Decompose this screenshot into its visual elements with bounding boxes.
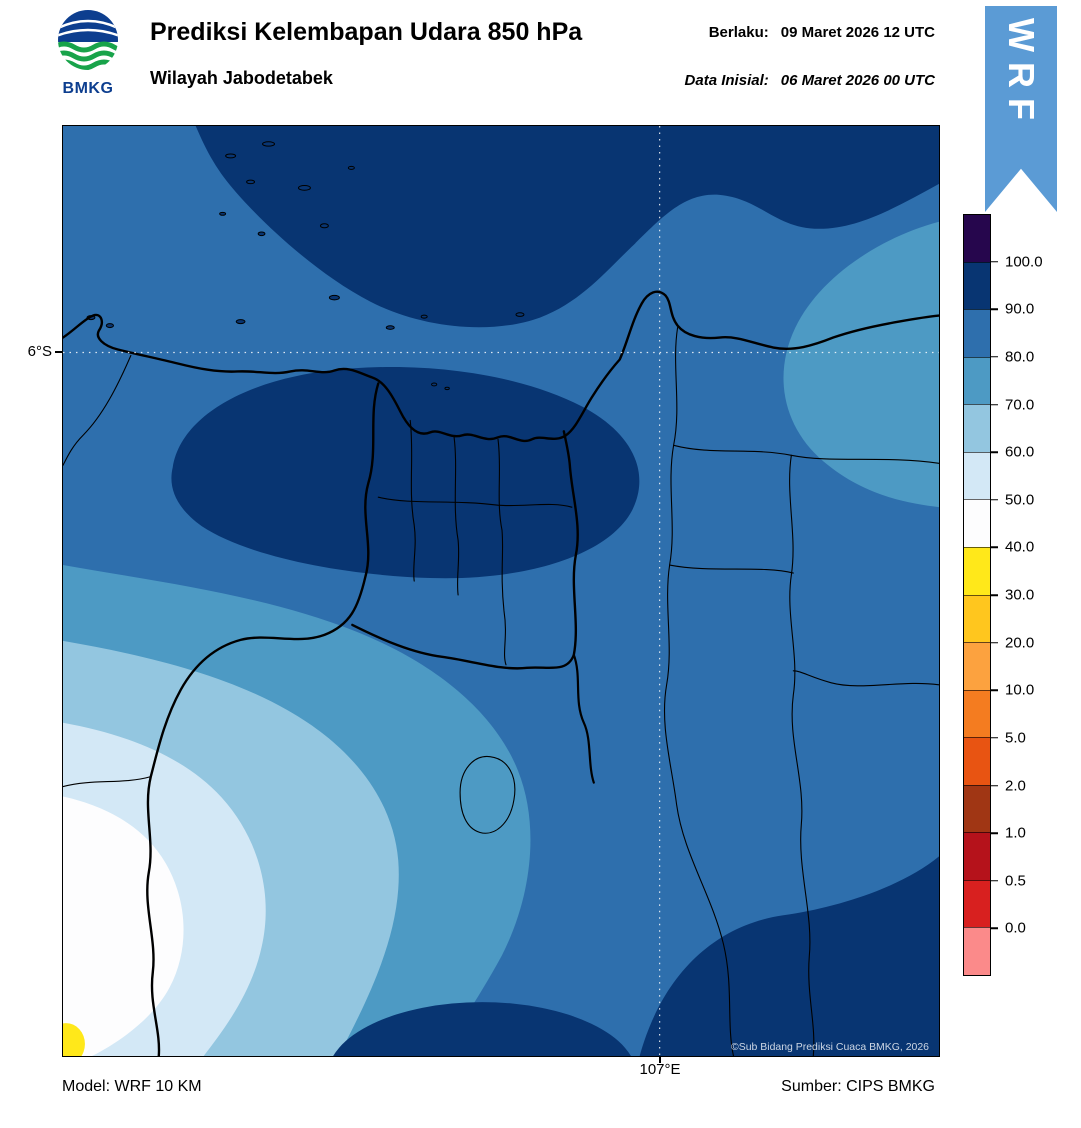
valid-time-value: 09 Maret 2026 12 UTC [780, 24, 935, 41]
initial-time-label: Data Inisial: [684, 72, 769, 89]
admin-boundary-thick [146, 382, 595, 1056]
model-label: Model: WRF 10 KM [62, 1078, 202, 1095]
colorbar-tick-mark [991, 784, 998, 787]
colorbar-tick-mark [991, 356, 998, 358]
colorbar-tick-mark [991, 641, 998, 644]
colorbar-segment [964, 261, 990, 310]
colorbar-tick-mark [991, 880, 998, 882]
colorbar-tick-label: 10.0 [1005, 681, 1035, 699]
colorbar-segment [964, 451, 990, 500]
lat-axis-label: 6°S [27, 343, 52, 360]
contour-region-90-100-southeast [639, 856, 939, 1056]
islands [86, 141, 525, 391]
humidity-map: ©Sub Bidang Prediksi Cuaca BMKG, 2026 [62, 125, 940, 1057]
valid-time-label: Berlaku: [708, 24, 769, 41]
colorbar-tick-mark [991, 594, 998, 596]
colorbar-tick-mark [991, 927, 998, 930]
bmkg-logo-graphic [58, 10, 118, 70]
colorbar-tick-label: 0.5 [1005, 872, 1026, 890]
wrf-ribbon: WRF [985, 6, 1057, 212]
colorbar-tick-label: 80.0 [1005, 348, 1035, 366]
colorbar-tick-mark [991, 546, 998, 549]
colorbar-tick-label: 70.0 [1005, 396, 1035, 413]
lon-axis-label: 107°E [639, 1061, 681, 1078]
colorbar-segment [964, 879, 990, 928]
colorbar-tick-label: 60.0 [1005, 443, 1035, 461]
colorbar-segment [964, 404, 990, 452]
colorbar-ticks: 100.0 90.0 80.0 70.0 60.0 50.0 40.0 30.0 20.0 10.… [991, 214, 1081, 976]
colorbar-tick-mark [991, 499, 998, 501]
colorbar-tick-label: 100.0 [1005, 253, 1043, 271]
colorbar-segment [964, 689, 990, 738]
colorbar-segment [964, 356, 990, 405]
colorbar [963, 214, 991, 976]
colorbar-tick-mark [991, 689, 998, 691]
colorbar-tick-mark [991, 451, 998, 453]
colorbar-tick-label: 0.0 [1005, 919, 1026, 937]
bmkg-logo [52, 6, 124, 78]
contour-region-30-40-spot [63, 1023, 85, 1056]
page-subtitle: Wilayah Jabodetabek [150, 68, 333, 88]
source-label: Sumber: CIPS BMKG [781, 1078, 935, 1095]
colorbar-segment [964, 737, 990, 785]
colorbar-segment [964, 546, 990, 595]
lon-tick-mark [659, 1056, 661, 1063]
colorbar-tick-label: 30.0 [1005, 586, 1035, 604]
colorbar-segment [964, 309, 990, 357]
colorbar-tick-label: 5.0 [1005, 729, 1026, 747]
humidity-map-canvas: ©Sub Bidang Prediksi Cuaca BMKG, 2026 [63, 126, 939, 1056]
colorbar-tick-label: 40.0 [1005, 538, 1035, 556]
contour-region-70-80-east [783, 221, 939, 508]
initial-time-value: 06 Maret 2026 00 UTC [780, 72, 935, 89]
valid-time: Berlaku: 09 Maret 2026 12 UTC [709, 24, 935, 41]
colorbar-segment [964, 594, 990, 643]
colorbar-tick-mark [991, 403, 998, 406]
lat-tick-mark [55, 351, 62, 353]
colorbar-tick-mark [991, 737, 998, 739]
colorbar-segment [964, 927, 990, 975]
colorbar-segment [964, 499, 990, 547]
colorbar-segment [964, 642, 990, 690]
contour-region-90-100-jakarta [171, 366, 640, 579]
colorbar-tick-label: 2.0 [1005, 777, 1026, 794]
contour-region-90-100-south [333, 1002, 631, 1056]
colorbar-tick-mark [991, 260, 998, 263]
coastline [63, 290, 939, 443]
colorbar-segment [964, 784, 990, 833]
colorbar-tick-mark [991, 832, 998, 834]
bmkg-logo-label: BMKG [62, 80, 114, 97]
initial-time: Data Inisial: 06 Maret 2026 00 UTC [685, 72, 935, 89]
contour-region-90-100-north [195, 126, 939, 328]
admin-boundary-thin [63, 327, 939, 1056]
contour-region-40-50-southwest [63, 796, 184, 1056]
wrf-ribbon-label: WRF [1001, 18, 1042, 130]
colorbar-tick-label: 1.0 [1005, 824, 1026, 842]
colorbar-segment [964, 215, 990, 262]
map-copyright: ©Sub Bidang Prediksi Cuaca BMKG, 2026 [731, 1042, 929, 1053]
colorbar-tick-label: 90.0 [1005, 300, 1035, 318]
colorbar-tick-mark [991, 308, 998, 310]
colorbar-tick-label: 50.0 [1005, 491, 1035, 509]
colorbar-tick-label: 20.0 [1005, 634, 1035, 652]
page-title: Prediksi Kelembapan Udara 850 hPa [150, 18, 583, 46]
colorbar-segment [964, 832, 990, 880]
